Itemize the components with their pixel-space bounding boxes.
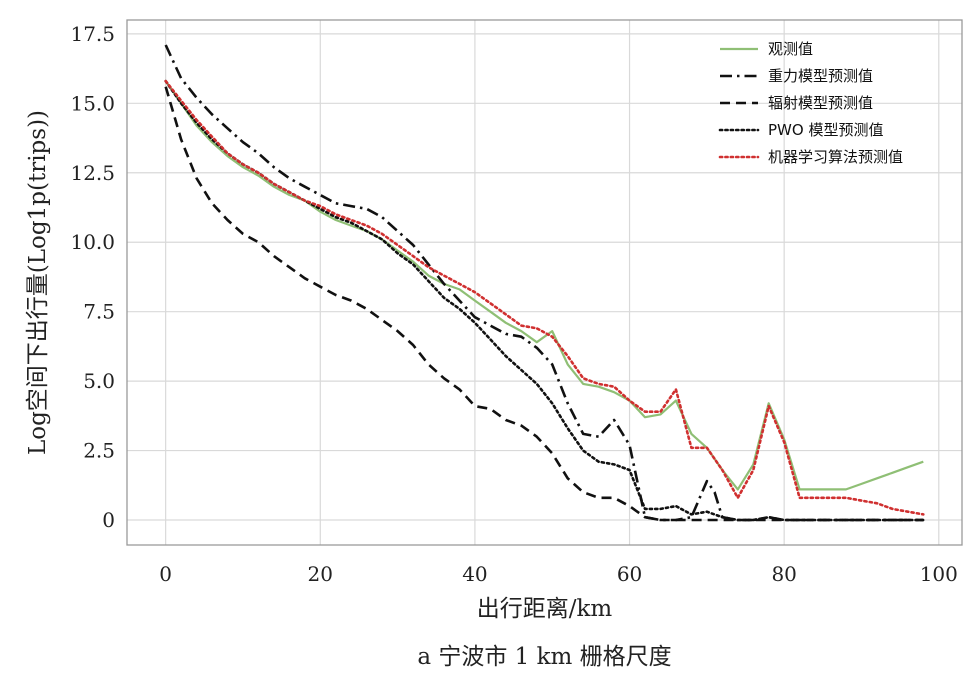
legend-label: 重力模型预测值 (768, 67, 873, 85)
x-tick-label: 20 (308, 562, 333, 586)
legend-label: PWO 模型预测值 (768, 121, 883, 139)
legend-label: 观测值 (768, 40, 813, 58)
x-tick-label: 60 (617, 562, 642, 586)
series-line-1 (164, 80, 924, 491)
y-tick-label: 0 (102, 508, 115, 532)
y-tick-label: 7.5 (83, 300, 115, 324)
plot-area-frame (126, 19, 963, 546)
y-tick-label: 5.0 (83, 369, 115, 393)
x-tick-label: 40 (462, 562, 487, 586)
y-tick-label: 17.5 (70, 22, 115, 46)
series-layer (164, 44, 925, 522)
series-line-4 (164, 79, 925, 522)
y-tick-label: 10.0 (70, 230, 115, 254)
legend-label: 辐射模型预测值 (768, 94, 873, 112)
x-tick-label: 100 (920, 562, 958, 586)
series-line-5 (164, 79, 925, 516)
x-tick-label: 0 (159, 562, 172, 586)
series-line-3 (164, 86, 924, 522)
series-line-2 (164, 44, 924, 522)
y-tick-label: 2.5 (83, 439, 115, 463)
grid (127, 20, 962, 545)
y-tick-label: 15.0 (70, 91, 115, 115)
x-tick-label: 80 (771, 562, 796, 586)
chart-caption: a 宁波市 1 km 栅格尺度 (417, 644, 671, 670)
tick-labels: 0 20 40 60 80 100 0 2.5 5.0 7.5 10.0 12.5 15.0 17.5 (70, 22, 957, 586)
y-tick-label: 12.5 (70, 161, 115, 185)
y-axis-title: Log空间下出行量(Log1p(trips)) (25, 110, 51, 455)
x-axis-title: 出行距离/km (477, 596, 613, 622)
legend-label: 机器学习算法预测值 (768, 148, 903, 166)
